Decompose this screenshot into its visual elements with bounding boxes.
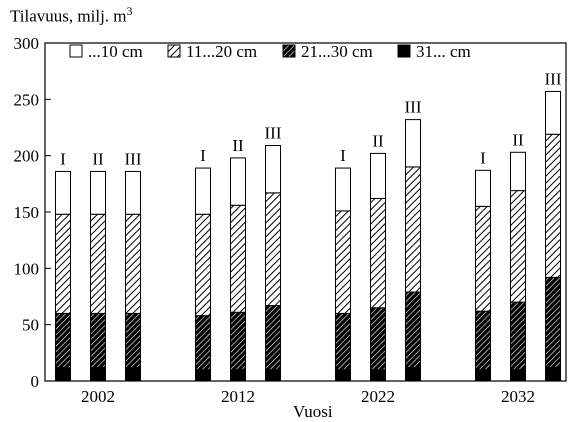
legend-label: 21...30 cm [301,42,373,61]
bar-segment [405,166,421,293]
bar-segment [405,291,421,368]
bar-segment [545,90,561,135]
bar-scenario-label: II [232,136,244,155]
y-axis-title-superscript: 3 [126,4,133,18]
bar-segment [475,369,491,382]
y-tick-label: 300 [14,34,40,53]
x-tick-label: 2032 [501,387,535,406]
axes: 0 50 100 150 200 250 300 2002 2012 2022 2032 [14,34,567,406]
bar-scenario-label: I [60,149,66,168]
bar-scenario-label: I [340,146,346,165]
bar-segment [125,213,141,314]
bar-scenario-label: II [92,149,104,168]
bar-segment [265,192,281,307]
bar-segment [545,276,561,368]
bar-scenario-label: III [545,69,562,88]
bar-segment [510,151,526,192]
y-tick-label: 100 [14,259,40,278]
x-tick-label: 2002 [81,387,115,406]
bar-segment [90,213,106,314]
y-tick-label: 150 [14,203,40,222]
y-tick-label: 200 [14,147,40,166]
bar-segment [510,301,526,371]
x-axis-title: Vuosi [293,402,333,421]
bar-segment [510,369,526,382]
bar-segment [475,205,491,312]
bar-segment [55,366,71,382]
bar-segment [265,369,281,382]
bar-segment [475,310,491,371]
bar-segment [265,145,281,194]
bar-segment [335,369,351,382]
bar-scenario-label: III [405,98,422,117]
legend: ...10 cm 11...20 cm 21...30 cm 31... cm [69,42,471,61]
bar-segment [55,312,71,368]
bar-segment [545,366,561,382]
bar-segment [370,307,386,371]
bar-segment [90,366,106,382]
bar-segment [195,315,211,371]
bar-segment [475,169,491,207]
x-tick-label: 2012 [221,387,255,406]
bar-segment [335,167,351,212]
bar-segment [195,213,211,317]
bar-scenario-label: II [512,130,524,149]
x-tick-label: 2022 [361,387,395,406]
bar-segment [125,170,141,215]
bar-segment [230,369,246,382]
bar-segment [370,152,386,199]
y-tick-label: 250 [14,90,40,109]
bar-segment [55,170,71,215]
bar-segment [90,312,106,368]
bar-scenario-label: III [265,124,282,143]
bar-segment [230,204,246,313]
legend-swatch [282,44,296,58]
bar-segment [195,369,211,382]
bar-segment [195,167,211,215]
y-axis-title: Tilavuus, milj. m3 [10,4,133,27]
bar-segment [265,305,281,371]
legend-label: 31... cm [416,42,471,61]
bar-segment [545,133,561,278]
legend-label: 11...20 cm [186,42,257,61]
bar-segment [55,213,71,314]
bar-segment [230,311,246,371]
bar-segment [125,366,141,382]
bar-segment [370,369,386,382]
bar-segment [90,170,106,215]
bar-segment [370,197,386,309]
legend-swatch [397,44,411,58]
bar-segment [405,366,421,382]
bar-scenario-label: I [200,146,206,165]
bar-scenario-label: III [125,149,142,168]
bar-segment [335,312,351,371]
bar-segment [335,210,351,314]
bar-segment [125,312,141,368]
bar-segment [230,157,246,206]
legend-swatch [167,44,181,58]
bar-scenario-label: II [372,131,384,150]
y-axis-title-text: Tilavuus, milj. m [10,6,127,26]
bar-segment [405,119,421,168]
legend-swatch [69,44,83,58]
legend-label: ...10 cm [88,42,143,61]
y-tick-label: 50 [22,316,39,335]
bar-scenario-label: I [480,148,486,167]
y-tick-label: 0 [31,372,40,391]
bar-segment [510,190,526,303]
